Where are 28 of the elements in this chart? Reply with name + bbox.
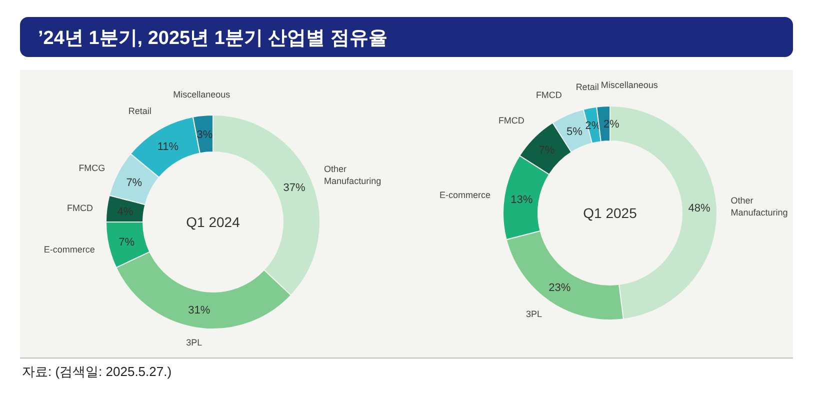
slice-label: Other Manufacturing — [730, 195, 788, 218]
data-label: 3% — [196, 128, 213, 141]
data-label: 5% — [566, 126, 583, 138]
data-label: 11% — [157, 140, 179, 153]
slice-label: FMCD — [66, 202, 94, 213]
slice-label: 3PL — [526, 309, 542, 320]
slice-label: 3PL — [186, 338, 202, 348]
text: Q1 2025 — [583, 205, 638, 221]
slice-label: Other Manufacturing — [324, 164, 382, 186]
data-label: 23% — [548, 282, 571, 294]
slice-label: Retail — [576, 82, 599, 92]
data-label: 37% — [283, 182, 306, 194]
data-label: 7% — [126, 176, 142, 189]
slice-label: E-commerce — [44, 244, 95, 254]
slice-label: Miscellaneous — [173, 90, 231, 100]
data-label: 7% — [118, 236, 135, 248]
slice-label: Miscellaneous — [600, 80, 658, 90]
chart-title: ’24년 1분기, 2025년 1분기 산업별 점유율 — [38, 28, 388, 49]
text: 자료: (검색일: 2025.5.27.) — [22, 364, 172, 379]
slice-label: FMCD — [536, 90, 562, 100]
text: Q1 2024 — [186, 214, 240, 230]
slice-label: FMCD — [498, 115, 525, 126]
data-label: 48% — [688, 202, 711, 214]
data-label: 31% — [188, 304, 210, 316]
data-label: 13% — [510, 194, 533, 206]
slice-label: FMCG — [78, 163, 106, 174]
slice-label: Retail — [128, 106, 152, 116]
slice-label: E-commerce — [439, 190, 490, 200]
